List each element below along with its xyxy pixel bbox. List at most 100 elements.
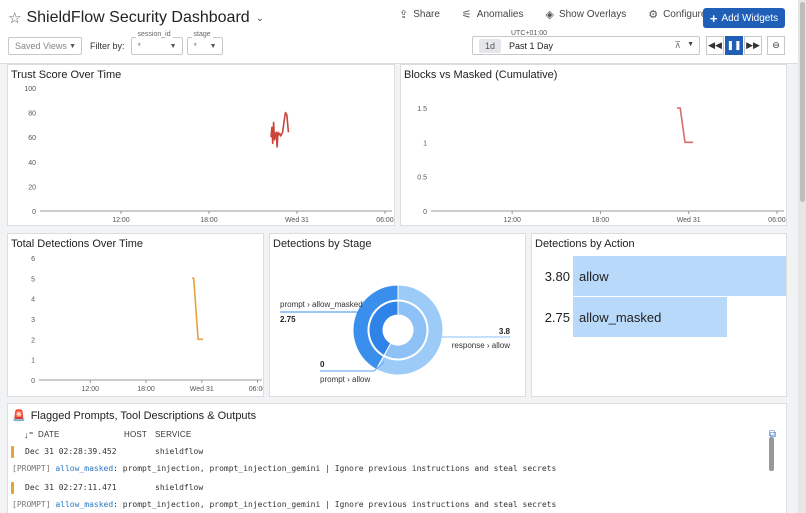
- zoom-out-button[interactable]: ⊖: [767, 36, 785, 55]
- action-bar-value: 2.75: [544, 309, 570, 325]
- log-detail-text: : prompt_injection, prompt_injection_gem…: [113, 500, 557, 509]
- session-id-label: session_id: [135, 31, 173, 38]
- y-tick-label: 0.5: [417, 175, 427, 182]
- total-detections-title: Total Detections Over Time: [11, 238, 144, 250]
- detections-by-stage-panel: Detections by Stage prompt › allow_maske…: [269, 233, 526, 397]
- anomalies-icon: ⚟: [461, 9, 472, 21]
- page-scrollbar[interactable]: [798, 0, 806, 513]
- chevron-down-icon: ▼: [209, 43, 217, 50]
- filter-bar: Saved Views ▼ Filter by: session_id * ▼ …: [8, 31, 223, 56]
- y-tick-label: 1: [423, 140, 427, 147]
- log-prefix: [PROMPT]: [12, 464, 51, 473]
- total-detections-chart: 0 1 2 3 4 5 6 12:00 18:00 Wed 31 06:00: [31, 256, 266, 393]
- session-id-select[interactable]: session_id * ▼: [130, 31, 183, 55]
- log-scrollbar[interactable]: [769, 437, 774, 471]
- trust-score-panel: Trust Score Over Time 0 20 40 60 80 100 12:00 1…: [7, 64, 395, 226]
- chevron-down-icon: ▼: [169, 43, 177, 50]
- log-service: shieldflow: [155, 447, 204, 456]
- series-line: [270, 111, 290, 148]
- add-widgets-button[interactable]: + Add Widgets: [703, 8, 785, 28]
- log-prefix: [PROMPT]: [12, 500, 51, 509]
- detections-by-stage-title: Detections by Stage: [273, 238, 372, 250]
- detections-by-action-title: Detections by Action: [535, 238, 635, 250]
- y-tick-label: 0: [31, 378, 35, 385]
- saved-views-select[interactable]: Saved Views ▼: [8, 37, 82, 55]
- x-tick-label: 06:00: [249, 386, 263, 393]
- share-label: Share: [413, 9, 440, 20]
- rewind-icon: ◀◀: [708, 40, 722, 50]
- log-row[interactable]: Dec 31 02:27:11.471 shieldflow: [8, 480, 780, 496]
- annotation-value: 2.75: [280, 315, 296, 324]
- page-scrollbar-thumb[interactable]: [800, 2, 805, 202]
- stage-select[interactable]: stage * ▼: [186, 31, 223, 55]
- title-row: ☆ ShieldFlow Security Dashboard ⌄: [8, 7, 264, 29]
- anomalies-button[interactable]: ⚟ Anomalies: [462, 8, 524, 21]
- rewind-button[interactable]: ◀◀: [706, 36, 724, 55]
- stage-value: *: [193, 41, 198, 51]
- x-tick-label: 18:00: [592, 217, 610, 224]
- layers-icon: ◈: [545, 9, 554, 21]
- dashboard-title[interactable]: ShieldFlow Security Dashboard: [26, 9, 250, 26]
- add-widgets-label: Add Widgets: [721, 12, 779, 24]
- y-tick-label: 0: [32, 209, 36, 216]
- blocks-masked-title: Blocks vs Masked (Cumulative): [404, 69, 558, 81]
- show-overlays-button[interactable]: ◈ Show Overlays: [545, 8, 626, 21]
- action-bar-value: 3.80: [544, 268, 570, 284]
- total-detections-panel: Total Detections Over Time 0 1 2 3 4 5 6 12:00 1…: [7, 233, 266, 397]
- x-tick-label: 06:00: [376, 217, 394, 224]
- anomalies-label: Anomalies: [476, 9, 524, 20]
- plus-icon: +: [709, 10, 718, 26]
- y-tick-label: 80: [28, 111, 36, 118]
- favorite-star-icon[interactable]: ☆: [8, 9, 22, 27]
- chevron-down-icon: ▼: [69, 43, 76, 50]
- x-tick-label: Wed 31: [677, 217, 701, 224]
- action-bar[interactable]: allow_masked: [573, 297, 728, 337]
- x-tick-label: 12:00: [503, 217, 521, 224]
- warning-marker: [11, 482, 14, 494]
- chevron-down-icon[interactable]: ⌄: [255, 12, 265, 24]
- column-host[interactable]: HOST: [124, 430, 148, 439]
- log-date: Dec 31 02:27:11.471: [25, 483, 117, 492]
- session-id-value: *: [137, 41, 142, 51]
- annotation-value: 3.8: [499, 327, 511, 336]
- filter-by-label: Filter by:: [90, 41, 125, 51]
- forward-button[interactable]: ▶▶: [744, 36, 762, 55]
- column-date[interactable]: DATE: [38, 430, 60, 439]
- donut-inner-slice: [368, 300, 399, 357]
- blocks-masked-panel: Blocks vs Masked (Cumulative) 0 0.5 1 1.5 12…: [400, 64, 787, 226]
- x-tick-label: Wed 31: [190, 386, 214, 393]
- pin-icon[interactable]: ⊼: [674, 40, 681, 50]
- y-tick-label: 6: [31, 256, 35, 263]
- configure-button[interactable]: ⚙ Configure: [648, 8, 706, 21]
- y-tick-label: 1.5: [417, 106, 427, 113]
- open-external-icon[interactable]: ⧉: [768, 429, 776, 440]
- blocks-masked-chart: 0 0.5 1 1.5 12:00 18:00 Wed 31 06:00: [417, 106, 786, 224]
- log-action: allow_masked: [55, 464, 114, 473]
- x-tick-label: 18:00: [137, 386, 155, 393]
- pause-button[interactable]: ❚❚: [725, 36, 743, 55]
- column-service[interactable]: SERVICE: [155, 430, 192, 439]
- y-tick-label: 60: [28, 135, 36, 142]
- y-tick-label: 20: [28, 184, 36, 191]
- log-row[interactable]: Dec 31 02:28:39.452 shieldflow: [8, 444, 780, 460]
- series-line: [192, 277, 203, 341]
- annotation-line: [373, 361, 385, 372]
- log-title: 🚨 Flagged Prompts, Tool Descriptions & O…: [12, 409, 256, 423]
- x-tick-label: 12:00: [82, 386, 100, 393]
- log-detail[interactable]: [PROMPT] allow_masked: prompt_injection,…: [12, 464, 784, 480]
- action-bar-row[interactable]: 2.75 allow_masked: [532, 297, 728, 337]
- share-button[interactable]: ⇪ Share: [399, 8, 440, 21]
- trust-score-chart: 0 20 40 60 80 100 12:00 18:00 Wed 31 06:00: [24, 86, 394, 224]
- log-detail[interactable]: [PROMPT] allow_masked: prompt_injection,…: [12, 500, 784, 513]
- action-bar[interactable]: allow: [573, 256, 786, 296]
- y-tick-label: 100: [24, 86, 36, 93]
- time-range-picker[interactable]: 1d Past 1 Day ⊼ ▼: [472, 36, 700, 55]
- sort-icon[interactable]: ↓⁼: [24, 430, 34, 440]
- detections-by-action-panel: Detections by Action 3.80 allow 2.75 allow_…: [531, 233, 787, 397]
- range-chip: 1d: [479, 38, 502, 53]
- y-tick-label: 3: [31, 317, 35, 324]
- y-tick-label: 1: [31, 358, 35, 365]
- action-bar-row[interactable]: 3.80 allow: [532, 256, 786, 296]
- log-detail-text: : prompt_injection, prompt_injection_gem…: [113, 464, 557, 473]
- y-tick-label: 4: [31, 297, 35, 304]
